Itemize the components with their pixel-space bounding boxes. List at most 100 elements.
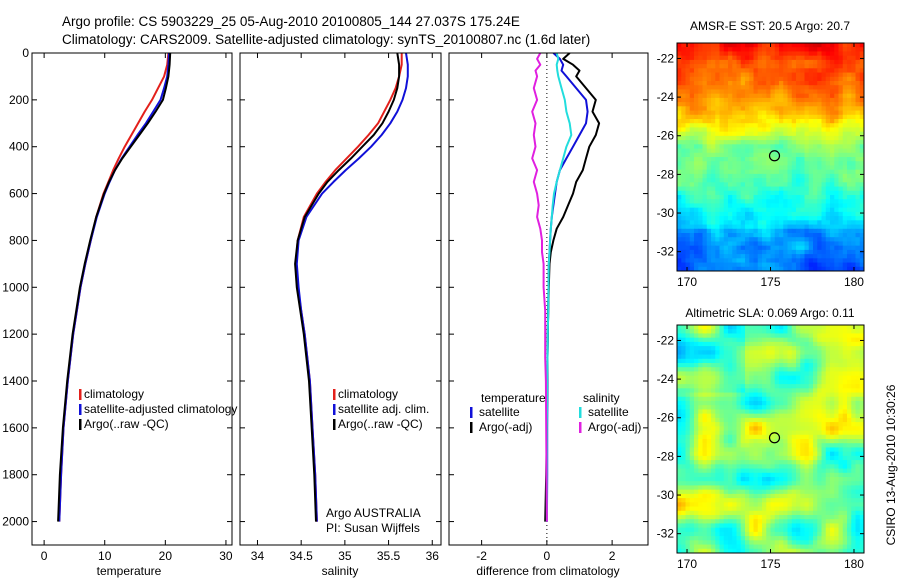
map-cell bbox=[838, 540, 844, 546]
map-cell bbox=[821, 375, 827, 381]
map-cell bbox=[740, 472, 746, 478]
map-cell bbox=[838, 481, 844, 487]
map-cell bbox=[813, 237, 818, 243]
map-cell bbox=[834, 536, 840, 541]
map-cell bbox=[706, 245, 712, 251]
map-cell bbox=[847, 502, 852, 508]
map-cell bbox=[779, 186, 784, 192]
map-cell bbox=[817, 144, 823, 150]
map-cell bbox=[791, 106, 797, 112]
map-cell bbox=[732, 161, 738, 167]
map-cell bbox=[740, 249, 746, 255]
map-cell bbox=[766, 489, 772, 495]
map-cell bbox=[715, 102, 721, 107]
map-cell bbox=[736, 59, 742, 65]
map-cell bbox=[728, 144, 733, 150]
map-cell bbox=[817, 536, 823, 541]
map-cell bbox=[745, 485, 750, 491]
map-cell bbox=[681, 447, 687, 453]
map-cell bbox=[851, 72, 857, 78]
map-cell bbox=[677, 363, 682, 368]
map-cell bbox=[774, 144, 780, 150]
map-cell bbox=[825, 131, 831, 137]
map-cell bbox=[855, 434, 861, 440]
map-cell bbox=[838, 216, 844, 221]
map-cell bbox=[825, 472, 831, 478]
map-cell bbox=[774, 346, 780, 351]
map-cell bbox=[677, 409, 682, 415]
map-cell bbox=[711, 515, 716, 520]
map-cell bbox=[813, 224, 818, 230]
map-cell bbox=[851, 233, 857, 238]
map-cell bbox=[796, 241, 801, 247]
map-cell bbox=[736, 413, 742, 419]
map-cell bbox=[762, 519, 767, 525]
map-cell bbox=[702, 64, 708, 69]
map-cell bbox=[774, 135, 780, 141]
map-cell bbox=[689, 346, 695, 351]
map-cell bbox=[728, 148, 733, 154]
map-cell bbox=[838, 333, 844, 339]
map-cell bbox=[838, 241, 844, 247]
map-cell bbox=[774, 396, 780, 402]
map-cell bbox=[723, 451, 729, 457]
temperature-plot-frame bbox=[31, 52, 233, 546]
map-cell bbox=[834, 81, 840, 86]
map-cell bbox=[736, 241, 742, 247]
map-cell bbox=[825, 144, 831, 150]
map-cell bbox=[796, 266, 801, 271]
map-cell bbox=[719, 426, 725, 432]
map-cell bbox=[838, 186, 844, 192]
map-cell bbox=[859, 489, 864, 495]
map-cell bbox=[808, 249, 814, 255]
map-cell bbox=[804, 375, 810, 381]
map-cell bbox=[813, 119, 818, 124]
map-cell bbox=[749, 68, 755, 74]
map-cell bbox=[766, 43, 772, 48]
map-cell bbox=[817, 443, 823, 449]
map-cell bbox=[732, 85, 738, 91]
map-cell bbox=[774, 434, 780, 440]
map-cell bbox=[702, 510, 708, 516]
map-cell bbox=[753, 388, 759, 394]
map-cell bbox=[825, 460, 831, 465]
map-cell bbox=[766, 93, 772, 99]
map-cell bbox=[783, 481, 789, 487]
map-cell bbox=[779, 447, 784, 453]
map-cell bbox=[783, 224, 789, 230]
map-cell bbox=[830, 548, 835, 553]
map-cell bbox=[685, 498, 691, 503]
map-cell bbox=[715, 178, 721, 183]
map-cell bbox=[787, 89, 793, 95]
map-cell bbox=[770, 341, 776, 347]
map-cell bbox=[851, 464, 857, 470]
map-cell bbox=[779, 110, 784, 116]
map-cell bbox=[698, 460, 704, 465]
map-cell bbox=[711, 548, 716, 553]
map-cell bbox=[740, 102, 746, 107]
map-cell bbox=[808, 464, 814, 470]
map-cell bbox=[745, 245, 750, 251]
map-cell bbox=[842, 396, 848, 402]
map-cell bbox=[821, 119, 827, 124]
map-cell bbox=[689, 341, 695, 347]
map-cell bbox=[749, 64, 755, 69]
map-cell bbox=[689, 135, 695, 141]
map-cell bbox=[796, 237, 801, 243]
map-cell bbox=[689, 262, 695, 268]
map-cell bbox=[753, 241, 759, 247]
map-cell bbox=[770, 182, 776, 188]
map-cell bbox=[783, 337, 789, 343]
map-cell bbox=[847, 207, 852, 213]
map-cell bbox=[779, 337, 784, 343]
map-cell bbox=[711, 55, 716, 61]
map-cell bbox=[783, 152, 789, 158]
map-cell bbox=[694, 262, 699, 268]
map-cell bbox=[813, 451, 818, 457]
map-cell bbox=[847, 519, 852, 525]
map-cell bbox=[677, 384, 682, 389]
map-cell bbox=[745, 464, 750, 470]
map-cell bbox=[681, 464, 687, 470]
map-cell bbox=[821, 211, 827, 217]
map-cell bbox=[762, 367, 767, 373]
